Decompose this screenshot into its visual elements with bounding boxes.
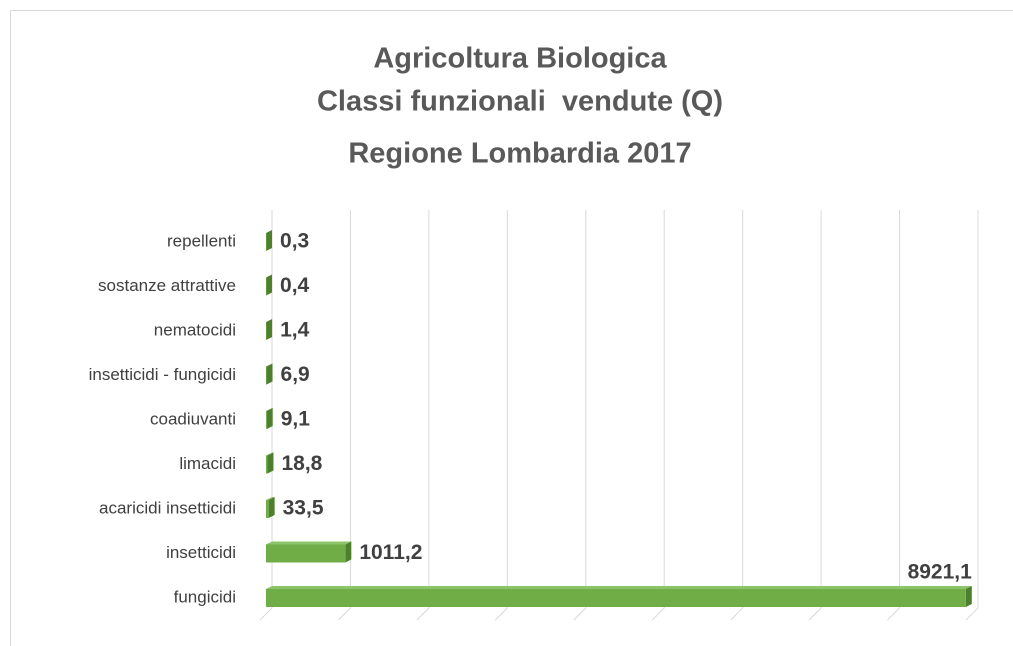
bar-face [266, 319, 273, 322]
grid-line [494, 607, 508, 621]
bar-face [267, 452, 274, 474]
y-tick-label: nematocidi [154, 320, 236, 339]
bar-face [965, 586, 972, 607]
bar-face [266, 233, 267, 251]
bar-face [266, 363, 273, 367]
grid-line [730, 607, 744, 621]
grid-line [651, 607, 665, 621]
bar [266, 586, 972, 607]
bar-face [266, 277, 267, 296]
grid-line [338, 607, 351, 621]
bar-face [266, 408, 273, 429]
bar-face [266, 319, 273, 340]
data-label: 1,4 [280, 319, 310, 342]
bar [266, 363, 273, 385]
bar-face [266, 230, 273, 233]
grid-line [965, 607, 979, 621]
grid-line [259, 607, 273, 621]
y-tick-label: coadiuvanti [150, 409, 236, 428]
data-label: 18,8 [281, 452, 322, 475]
y-tick-label: insetticidi [166, 543, 236, 562]
bar-face [266, 586, 972, 589]
y-tick-label: acaricidi insetticidi [99, 498, 236, 517]
grid-line [573, 607, 587, 621]
y-tick-label: sostanze attrattive [98, 276, 236, 295]
bar-face [266, 408, 273, 411]
data-label: 33,5 [283, 497, 324, 520]
bar-face [266, 366, 267, 385]
data-label: 6,9 [281, 363, 310, 386]
y-tick-label: insetticidi - fungicidi [89, 365, 236, 384]
data-label: 9,1 [281, 408, 311, 431]
chart-title: Classi funzionali vendute (Q) [317, 86, 723, 118]
bar [266, 452, 274, 474]
bar-face [266, 500, 269, 518]
chart-title: Regione Lombardia 2017 [348, 138, 691, 170]
bar [266, 274, 273, 296]
bar-face [266, 274, 273, 296]
bar-face [268, 497, 275, 518]
y-tick-label: fungicidi [174, 587, 236, 606]
bar-face [345, 541, 352, 563]
grid-line [808, 607, 822, 621]
bar-face [266, 411, 267, 429]
grid-line [416, 607, 430, 621]
chart-title: Agricoltura Biologica [373, 43, 667, 75]
bar [266, 230, 273, 251]
grid-line [887, 607, 900, 621]
data-label: 1011,2 [359, 541, 422, 564]
bar-face [266, 589, 966, 607]
bar-face [266, 541, 352, 545]
bar-face [266, 452, 274, 456]
bar-face [266, 230, 273, 251]
data-label: 0,3 [280, 230, 309, 253]
bar-face [266, 544, 346, 563]
bar-face [266, 455, 268, 474]
bar-face [266, 497, 275, 500]
y-tick-label: repellenti [167, 231, 236, 250]
y-tick-label: limacidi [179, 454, 236, 473]
data-label: 8921,1 [908, 561, 973, 584]
bar-face [266, 322, 267, 340]
bar [266, 408, 273, 429]
data-label: 0,4 [280, 274, 310, 297]
bar [266, 319, 273, 340]
bar [266, 497, 275, 518]
chart-border [10, 10, 1013, 646]
bar-face [266, 363, 273, 385]
bar [266, 541, 352, 563]
bar-face [266, 274, 273, 278]
